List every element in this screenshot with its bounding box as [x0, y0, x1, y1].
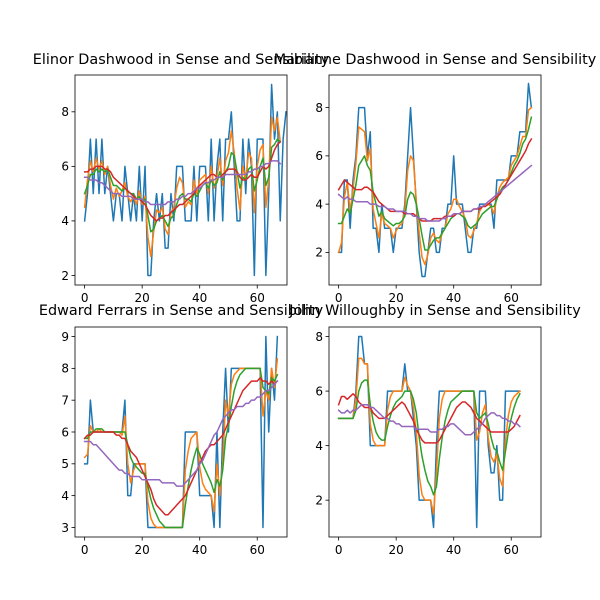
- x-tick-label: 0: [335, 291, 343, 305]
- x-tick-label: 40: [446, 543, 461, 557]
- x-tick-label: 20: [135, 291, 150, 305]
- chart-title: Marianne Dashwood in Sense and Sensibili…: [274, 52, 597, 68]
- y-tick-label: 8: [61, 362, 69, 376]
- subplot-john-willoughby: 0 20 40 60 2 4 6 8 John Willoughby in Sense and …: [288, 303, 581, 557]
- axes-frame: [328, 74, 542, 286]
- series-line-5: [83, 160, 282, 206]
- x-tick-label: 60: [250, 291, 265, 305]
- axes-frame: [74, 74, 288, 286]
- x-tick-label: 0: [335, 543, 343, 557]
- series-line-5: [337, 403, 521, 436]
- x-tick-label: 40: [446, 291, 461, 305]
- y-tick-label: 6: [61, 160, 69, 174]
- x-tick-label: 40: [192, 291, 207, 305]
- chart-title: John Willoughby in Sense and Sensibility: [288, 303, 581, 319]
- y-tick-label: 4: [61, 489, 69, 503]
- chart-title: Edward Ferrars in Sense and Sensibility: [39, 303, 324, 319]
- y-tick-label: 2: [315, 246, 323, 260]
- y-tick-label: 2: [61, 269, 69, 283]
- y-tick-label: 9: [61, 330, 69, 344]
- y-tick-label: 8: [315, 101, 323, 115]
- y-tick-label: 5: [61, 457, 69, 471]
- series-line-3: [83, 367, 279, 529]
- series-line-5: [83, 380, 279, 487]
- series-line-5: [337, 164, 533, 222]
- x-tick-label: 60: [504, 291, 519, 305]
- y-tick-label: 2: [315, 493, 323, 507]
- plot-area: [337, 335, 521, 529]
- series-line-2: [337, 106, 533, 266]
- subplot-marianne-dashwood: 0 20 40 60 2 4 6 8 Marianne Dashwood in Sense an…: [274, 52, 597, 305]
- x-tick-label: 0: [81, 543, 89, 557]
- x-tick-label: 20: [135, 543, 150, 557]
- x-tick-label: 0: [81, 291, 89, 305]
- axes-frame: [328, 326, 542, 538]
- y-tick-label: 4: [61, 214, 69, 228]
- y-tick-label: 7: [61, 393, 69, 407]
- y-tick-label: 6: [61, 425, 69, 439]
- y-tick-label: 3: [61, 521, 69, 535]
- series-line-4: [83, 377, 279, 516]
- y-tick-label: 8: [315, 330, 323, 344]
- x-tick-label: 20: [389, 291, 404, 305]
- x-tick-label: 60: [250, 543, 265, 557]
- chart-title: Elinor Dashwood in Sense and Sensibility: [33, 52, 330, 68]
- x-tick-label: 20: [389, 543, 404, 557]
- plot-area: [337, 82, 533, 278]
- y-tick-label: 6: [315, 149, 323, 163]
- plot-area: [83, 335, 279, 529]
- y-tick-label: 8: [61, 105, 69, 119]
- y-tick-label: 4: [315, 197, 323, 211]
- x-tick-label: 40: [192, 543, 207, 557]
- y-tick-label: 4: [315, 439, 323, 453]
- series-line-4: [337, 137, 533, 222]
- plot-area: [83, 83, 287, 277]
- y-tick-label: 6: [315, 384, 323, 398]
- subplot-elinor-dashwood: 0 20 40 60 2 4 6 8 Elinor Dashwood in Sense and …: [33, 52, 330, 305]
- subplot-edward-ferrars: 0 20 40 60 3 4 5 6 7 8 9 Edward Ferrars in Sense an…: [39, 303, 324, 557]
- series-line-4: [83, 140, 282, 222]
- series-line-4: [337, 393, 521, 444]
- series-line-2: [83, 116, 282, 258]
- x-tick-label: 60: [504, 543, 519, 557]
- series-line-1: [337, 82, 533, 278]
